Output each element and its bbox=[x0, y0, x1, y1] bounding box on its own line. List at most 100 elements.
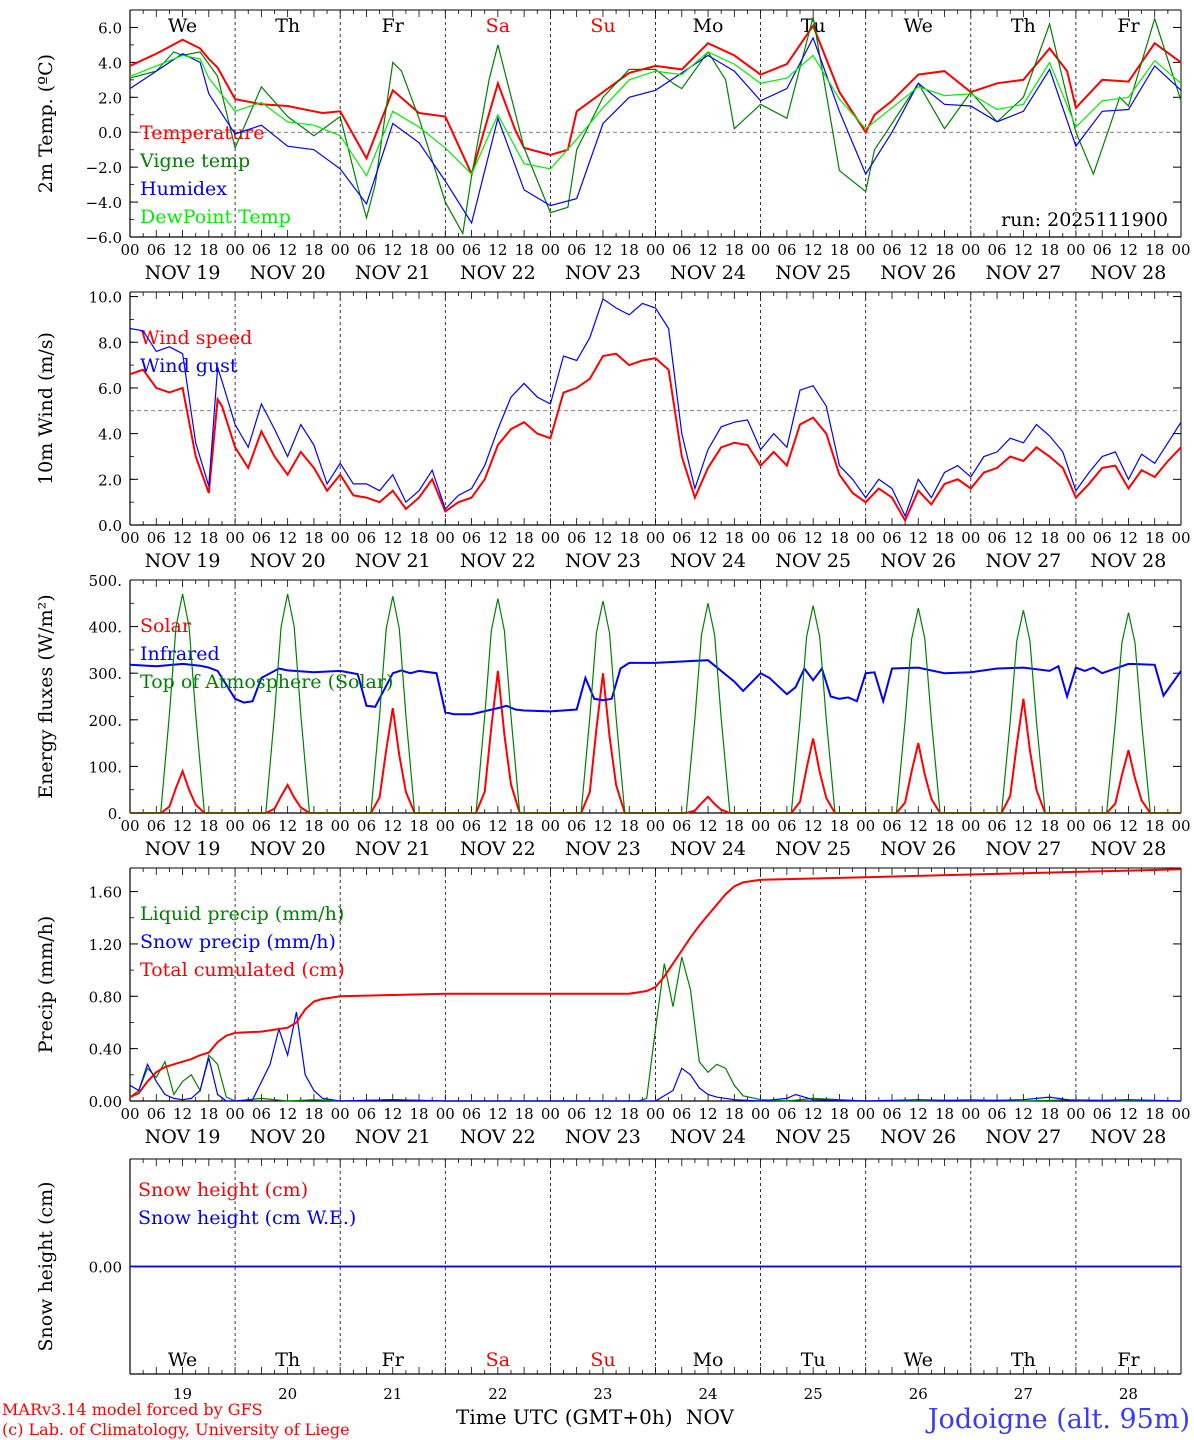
x-date-label: NOV 24 bbox=[670, 550, 746, 572]
weekday-label: Tu bbox=[801, 1349, 826, 1371]
y-tick-label: 8.0 bbox=[98, 334, 122, 352]
x-hour-tick-label: 06 bbox=[567, 241, 586, 259]
x-hour-tick-label: 06 bbox=[147, 529, 166, 547]
x-hour-tick-label: 00 bbox=[541, 817, 560, 835]
legend-label: DewPoint Temp bbox=[140, 206, 291, 228]
x-hour-tick-label: 00 bbox=[226, 241, 245, 259]
x-hour-tick-label: 12 bbox=[1119, 817, 1138, 835]
x-hour-tick-label: 06 bbox=[357, 241, 376, 259]
x-hour-tick-label: 00 bbox=[856, 241, 875, 259]
date-number-label: 26 bbox=[909, 1385, 928, 1403]
legend-label: Top of Atmosphere (Solar) bbox=[140, 671, 393, 693]
y-tick-label: 10.0 bbox=[89, 289, 122, 307]
x-hour-tick-label: 06 bbox=[777, 817, 796, 835]
legend-label: Liquid precip (mm/h) bbox=[140, 903, 344, 925]
series-line-precip-1 bbox=[129, 1011, 1182, 1102]
x-hour-tick-label: 12 bbox=[383, 1105, 402, 1123]
x-hour-tick-label: 06 bbox=[882, 529, 901, 547]
x-hour-tick-label: 12 bbox=[593, 529, 612, 547]
x-hour-tick-label: 12 bbox=[909, 1105, 928, 1123]
x-hour-tick-label: 12 bbox=[278, 1105, 297, 1123]
x-hour-tick-label: 00 bbox=[541, 1105, 560, 1123]
legend-label: Humidex bbox=[140, 178, 227, 200]
x-hour-tick-label: 06 bbox=[988, 241, 1007, 259]
x-date-label: NOV 21 bbox=[355, 838, 431, 860]
x-hour-tick-label: 00 bbox=[646, 1105, 665, 1123]
x-hour-tick-label: 12 bbox=[488, 817, 507, 835]
x-hour-tick-label: 00 bbox=[226, 529, 245, 547]
x-hour-tick-label: 12 bbox=[488, 1105, 507, 1123]
x-hour-tick-label: 06 bbox=[1093, 241, 1112, 259]
legend-label: Vigne temp bbox=[139, 150, 250, 172]
x-hour-tick-label: 00 bbox=[961, 529, 980, 547]
x-hour-tick-label: 06 bbox=[252, 1105, 271, 1123]
month-label: NOV bbox=[686, 1405, 735, 1429]
y-tick-label: 6.0 bbox=[98, 19, 122, 37]
x-hour-tick-label: 06 bbox=[1093, 817, 1112, 835]
x-hour-tick-label: 18 bbox=[304, 529, 323, 547]
x-date-label: NOV 26 bbox=[880, 838, 956, 860]
date-number-label: 19 bbox=[173, 1385, 192, 1403]
x-hour-tick-label: 12 bbox=[699, 1105, 718, 1123]
x-axis-title: Time UTC (GMT+0h) bbox=[456, 1405, 673, 1429]
x-hour-tick-label: 12 bbox=[383, 817, 402, 835]
weekday-label: Fr bbox=[382, 15, 405, 37]
x-date-label: NOV 21 bbox=[355, 550, 431, 572]
x-hour-tick-label: 12 bbox=[383, 241, 402, 259]
x-hour-tick-label: 18 bbox=[935, 529, 954, 547]
weekday-label: Su bbox=[590, 1349, 615, 1371]
x-hour-tick-label: 00 bbox=[751, 529, 770, 547]
x-hour-tick-label: 00 bbox=[961, 817, 980, 835]
x-hour-tick-label: 18 bbox=[409, 817, 428, 835]
y-tick-label: 4.0 bbox=[98, 54, 122, 72]
x-hour-tick-label: 06 bbox=[462, 241, 481, 259]
x-hour-tick-label: 12 bbox=[1014, 1105, 1033, 1123]
x-hour-tick-label: 00 bbox=[856, 529, 875, 547]
y-tick-label: 200. bbox=[89, 712, 122, 730]
x-hour-tick-label: 06 bbox=[988, 817, 1007, 835]
y-tick-label: 300. bbox=[89, 665, 122, 683]
x-hour-tick-label: 12 bbox=[909, 817, 928, 835]
x-hour-tick-label: 12 bbox=[804, 529, 823, 547]
x-date-label: NOV 22 bbox=[460, 838, 536, 860]
x-hour-tick-label: 12 bbox=[1014, 529, 1033, 547]
station-title: Jodoigne (alt. 95m) bbox=[925, 1404, 1190, 1435]
x-date-label: NOV 19 bbox=[145, 1126, 221, 1148]
x-date-label: NOV 26 bbox=[880, 1126, 956, 1148]
y-tick-label: 2.0 bbox=[98, 471, 122, 489]
x-date-label: NOV 28 bbox=[1091, 262, 1167, 284]
x-hour-tick-label: 18 bbox=[1145, 241, 1164, 259]
x-date-label: NOV 24 bbox=[670, 262, 746, 284]
x-hour-tick-label: 18 bbox=[515, 241, 534, 259]
x-hour-tick-label: 06 bbox=[672, 817, 691, 835]
x-date-label: NOV 27 bbox=[985, 262, 1061, 284]
series-line-wind-0 bbox=[129, 352, 1182, 523]
x-hour-tick-label: 12 bbox=[909, 529, 928, 547]
x-hour-tick-label: 18 bbox=[304, 241, 323, 259]
x-date-label: NOV 23 bbox=[565, 838, 641, 860]
x-hour-tick-label: 12 bbox=[804, 241, 823, 259]
weekday-label: Th bbox=[1011, 15, 1036, 37]
x-date-label: NOV 20 bbox=[250, 1126, 326, 1148]
copyright-credit: (c) Lab. of Climatology, University of L… bbox=[2, 1420, 350, 1439]
x-hour-tick-label: 18 bbox=[620, 241, 639, 259]
x-hour-tick-label: 12 bbox=[593, 1105, 612, 1123]
x-hour-tick-label: 12 bbox=[1119, 1105, 1138, 1123]
x-hour-tick-label: 00 bbox=[751, 241, 770, 259]
x-hour-tick-label: 06 bbox=[357, 529, 376, 547]
weekday-label: Fr bbox=[382, 1349, 405, 1371]
x-hour-tick-label: 06 bbox=[777, 241, 796, 259]
x-hour-tick-label: 12 bbox=[173, 817, 192, 835]
x-hour-tick-label: 06 bbox=[882, 817, 901, 835]
x-date-label: NOV 25 bbox=[775, 1126, 851, 1148]
series-line-energy-1 bbox=[129, 659, 1182, 716]
x-date-label: NOV 20 bbox=[250, 262, 326, 284]
x-hour-tick-label: 12 bbox=[593, 241, 612, 259]
x-hour-tick-label: 18 bbox=[620, 529, 639, 547]
x-date-label: NOV 27 bbox=[985, 1126, 1061, 1148]
legend-label: Temperature bbox=[140, 122, 264, 144]
x-hour-tick-label: 06 bbox=[462, 529, 481, 547]
x-hour-tick-label: 18 bbox=[725, 1105, 744, 1123]
legend-label: Infrared bbox=[140, 643, 220, 665]
